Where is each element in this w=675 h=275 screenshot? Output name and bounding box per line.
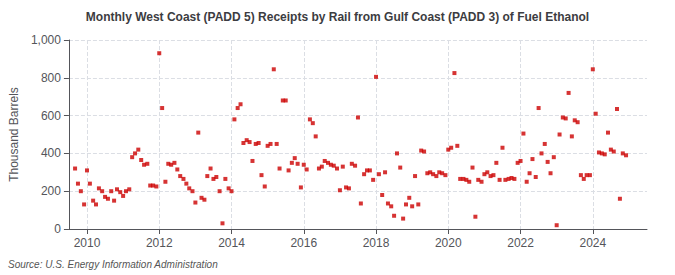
svg-text:Thousand Barrels: Thousand Barrels [7,87,21,182]
svg-text:1,000: 1,000 [31,33,61,47]
svg-text:2016: 2016 [290,236,317,250]
svg-text:200: 200 [41,184,61,198]
svg-text:0: 0 [54,222,61,236]
svg-text:2014: 2014 [218,236,245,250]
svg-text:Source: U.S. Energy Informatio: Source: U.S. Energy Information Administ… [8,259,218,270]
svg-text:2010: 2010 [74,236,101,250]
svg-text:800: 800 [41,71,61,85]
svg-text:600: 600 [41,109,61,123]
svg-text:2012: 2012 [146,236,173,250]
svg-text:2020: 2020 [435,236,462,250]
svg-text:2018: 2018 [363,236,390,250]
svg-text:400: 400 [41,146,61,160]
svg-text:2024: 2024 [579,236,606,250]
svg-text:Monthly West Coast (PADD 5) Re: Monthly West Coast (PADD 5) Receipts by … [86,10,589,24]
svg-text:2022: 2022 [507,236,534,250]
